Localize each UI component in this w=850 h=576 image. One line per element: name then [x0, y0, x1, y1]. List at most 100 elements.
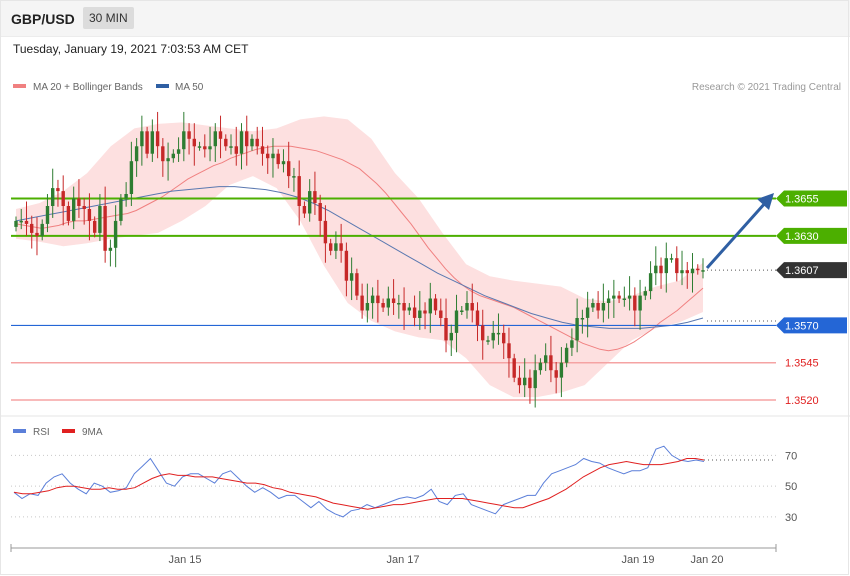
legend-ma50-swatch [156, 84, 169, 88]
candle-body [98, 206, 102, 233]
candle-body [318, 203, 322, 221]
candle [444, 298, 448, 353]
level-tag-1 [776, 227, 847, 244]
candle [648, 261, 653, 300]
candle [654, 246, 658, 286]
x-tick-jan19: Jan 19 [621, 554, 654, 566]
candle [538, 358, 543, 375]
candle-body [87, 209, 92, 221]
rsi-tick-30: 30 [785, 512, 797, 524]
candle [360, 283, 364, 319]
candle [685, 261, 689, 289]
candle [449, 324, 453, 357]
candle-body [418, 310, 422, 318]
candle-body [397, 303, 401, 305]
candle-body [155, 131, 160, 147]
x-tick-jan17: Jan 17 [386, 554, 419, 566]
candle-body [297, 176, 301, 206]
candle-body [407, 307, 411, 311]
candle [134, 138, 139, 177]
candle [365, 283, 370, 323]
candle [675, 246, 679, 282]
ma20-line [15, 145, 704, 352]
candle [559, 347, 564, 398]
candle [454, 294, 459, 353]
candle-body [428, 298, 432, 314]
candle-body [344, 250, 349, 281]
candle-body [381, 303, 385, 308]
candle [423, 302, 427, 330]
candle-body [365, 303, 370, 311]
rsi-ma-line [13, 458, 705, 510]
candle-body [654, 265, 658, 274]
candle [308, 179, 312, 222]
candle-body [19, 220, 23, 223]
candle-body [187, 131, 191, 139]
level-tag-3 [776, 317, 847, 334]
candle [260, 126, 265, 166]
candle [35, 217, 39, 256]
candle [585, 291, 590, 338]
candle [591, 298, 595, 312]
candle-body [507, 343, 511, 359]
candle-body [287, 161, 291, 177]
candle [192, 123, 196, 166]
candle-body [171, 153, 175, 159]
candle [103, 186, 107, 263]
candle [428, 282, 432, 333]
candle [302, 201, 307, 218]
level-label-2: 1.3607 [785, 265, 819, 277]
candle [287, 141, 291, 189]
candle [40, 219, 44, 241]
candle [129, 141, 134, 206]
candle-body [129, 161, 134, 194]
candle-body [51, 188, 55, 206]
legend-ma20-swatch [13, 84, 26, 88]
candle [171, 149, 175, 163]
candle-body [496, 332, 501, 335]
candle-body [596, 303, 600, 311]
candle [669, 253, 674, 263]
candle-body [580, 318, 585, 320]
rsi-grid: 70 50 30 [11, 450, 797, 524]
candle [355, 268, 359, 301]
candle-body [433, 298, 438, 311]
candle [339, 223, 343, 263]
candle [224, 134, 228, 151]
candle-body [460, 310, 464, 312]
candle-body [255, 138, 259, 147]
candle [507, 327, 511, 378]
candle-body [549, 355, 553, 371]
candle [523, 358, 527, 398]
candle-body [271, 153, 275, 159]
candle-body [701, 270, 705, 272]
candle-body [355, 273, 359, 296]
candle [370, 287, 375, 319]
candle [98, 194, 102, 242]
legend-rsi-ma-swatch [62, 429, 75, 433]
candle-body [72, 198, 76, 221]
candle [402, 287, 406, 330]
timeframe-button[interactable]: 30 MIN [83, 7, 134, 29]
candle-body [633, 295, 637, 311]
candle [19, 208, 23, 230]
candle [496, 313, 501, 345]
candle-body [554, 370, 558, 378]
candle [633, 287, 637, 327]
candle-body [386, 298, 390, 308]
candle-body [14, 220, 18, 227]
candle-body [638, 295, 642, 311]
candle [213, 123, 217, 162]
candle [266, 145, 270, 174]
candle-body [538, 362, 543, 371]
candle-body [140, 131, 144, 147]
candle [690, 253, 695, 293]
candle [344, 242, 349, 297]
candle-body [564, 347, 569, 363]
candle-body [40, 223, 44, 236]
candle [30, 215, 34, 249]
candle-body [370, 295, 375, 304]
candle-body [229, 146, 233, 148]
candle-body [103, 206, 107, 251]
candle-body [166, 158, 170, 162]
